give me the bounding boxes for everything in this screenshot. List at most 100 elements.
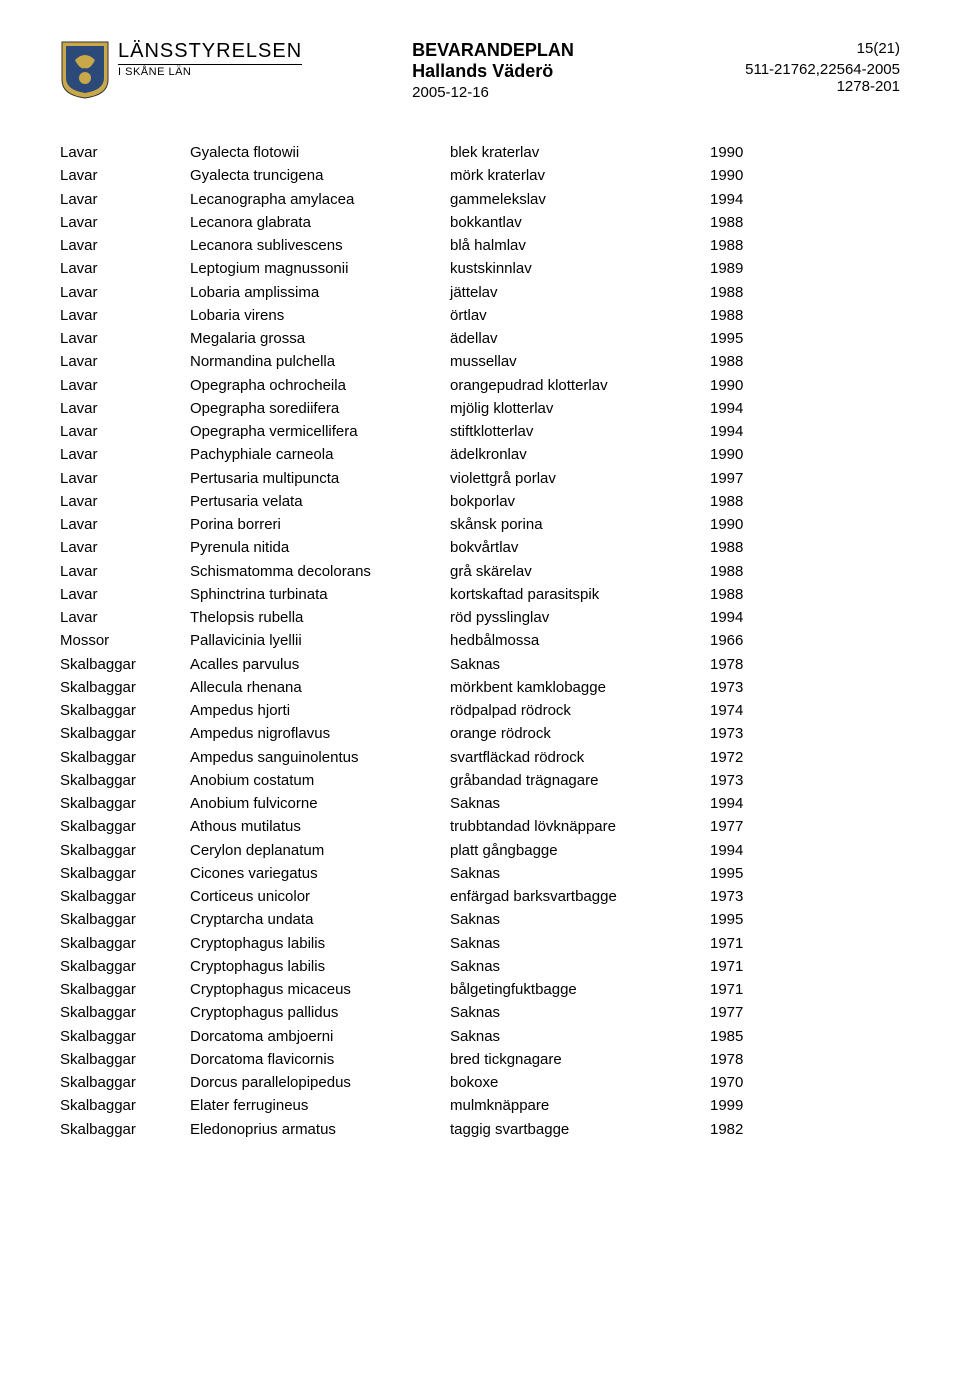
cell-group: Lavar	[60, 606, 190, 629]
table-row: SkalbaggarAllecula rhenanamörkbent kamkl…	[60, 676, 900, 699]
cell-swedish: ädellav	[450, 327, 710, 350]
cell-swedish: bokvårtlav	[450, 536, 710, 559]
cell-group: Skalbaggar	[60, 653, 190, 676]
cell-scientific: Pachyphiale carneola	[190, 443, 450, 466]
cell-scientific: Pallavicinia lyellii	[190, 629, 450, 652]
cell-year: 1994	[710, 606, 770, 629]
cell-swedish: bokoxe	[450, 1071, 710, 1094]
cell-group: Skalbaggar	[60, 1094, 190, 1117]
cell-scientific: Athous mutilatus	[190, 815, 450, 838]
cell-scientific: Cryptophagus labilis	[190, 932, 450, 955]
doc-title: BEVARANDEPLAN	[412, 40, 745, 61]
cell-scientific: Sphinctrina turbinata	[190, 583, 450, 606]
cell-scientific: Acalles parvulus	[190, 653, 450, 676]
table-row: LavarPertusaria velatabokporlav1988	[60, 490, 900, 513]
cell-scientific: Pertusaria velata	[190, 490, 450, 513]
cell-scientific: Dorcatoma ambjoerni	[190, 1025, 450, 1048]
table-row: LavarGyalecta truncigenamörk kraterlav19…	[60, 164, 900, 187]
cell-swedish: bred tickgnagare	[450, 1048, 710, 1071]
cell-swedish: grå skärelav	[450, 560, 710, 583]
org-name: LÄNSSTYRELSEN	[118, 40, 302, 63]
cell-swedish: bokporlav	[450, 490, 710, 513]
cell-swedish: bålgetingfuktbagge	[450, 978, 710, 1001]
cell-year: 1978	[710, 653, 770, 676]
cell-year: 1971	[710, 978, 770, 1001]
cell-year: 1989	[710, 257, 770, 280]
table-row: LavarNormandina pulchellamussellav1988	[60, 350, 900, 373]
cell-year: 1994	[710, 792, 770, 815]
cell-year: 1988	[710, 350, 770, 373]
cell-year: 1990	[710, 164, 770, 187]
cell-scientific: Cryptophagus labilis	[190, 955, 450, 978]
doc-date: 2005-12-16	[412, 84, 745, 101]
cell-group: Lavar	[60, 583, 190, 606]
cell-swedish: mörk kraterlav	[450, 164, 710, 187]
cell-swedish: Saknas	[450, 955, 710, 978]
table-row: LavarLobaria amplissimajättelav1988	[60, 281, 900, 304]
table-row: SkalbaggarCryptarcha undataSaknas1995	[60, 908, 900, 931]
cell-scientific: Opegrapha vermicellifera	[190, 420, 450, 443]
cell-scientific: Lecanora sublivescens	[190, 234, 450, 257]
cell-year: 1971	[710, 955, 770, 978]
cell-swedish: taggig svartbagge	[450, 1118, 710, 1141]
cell-scientific: Cryptophagus micaceus	[190, 978, 450, 1001]
cell-year: 1966	[710, 629, 770, 652]
table-row: SkalbaggarCryptophagus pallidusSaknas197…	[60, 1001, 900, 1024]
cell-year: 1982	[710, 1118, 770, 1141]
cell-year: 1988	[710, 281, 770, 304]
table-row: MossorPallavicinia lyelliihedbålmossa196…	[60, 629, 900, 652]
cell-group: Skalbaggar	[60, 978, 190, 1001]
cell-scientific: Elater ferrugineus	[190, 1094, 450, 1117]
cell-group: Skalbaggar	[60, 722, 190, 745]
cell-year: 1973	[710, 885, 770, 908]
cell-scientific: Lobaria amplissima	[190, 281, 450, 304]
cell-group: Skalbaggar	[60, 1001, 190, 1024]
cell-swedish: skånsk porina	[450, 513, 710, 536]
cell-year: 1977	[710, 1001, 770, 1024]
cell-group: Skalbaggar	[60, 1118, 190, 1141]
cell-group: Lavar	[60, 257, 190, 280]
cell-group: Lavar	[60, 397, 190, 420]
cell-group: Skalbaggar	[60, 932, 190, 955]
table-row: LavarPyrenula nitidabokvårtlav1988	[60, 536, 900, 559]
cell-group: Lavar	[60, 281, 190, 304]
table-row: LavarPertusaria multipunctaviolettgrå po…	[60, 467, 900, 490]
cell-swedish: blek kraterlav	[450, 141, 710, 164]
cell-group: Skalbaggar	[60, 792, 190, 815]
cell-group: Lavar	[60, 513, 190, 536]
cell-year: 1994	[710, 188, 770, 211]
doc-subtitle: Hallands Väderö	[412, 61, 745, 82]
table-row: SkalbaggarCorticeus unicolorenfärgad bar…	[60, 885, 900, 908]
cell-scientific: Gyalecta flotowii	[190, 141, 450, 164]
table-row: LavarPorina borreriskånsk porina1990	[60, 513, 900, 536]
cell-scientific: Cryptarcha undata	[190, 908, 450, 931]
table-row: LavarOpegrapha sorediiferamjölig klotter…	[60, 397, 900, 420]
cell-year: 1978	[710, 1048, 770, 1071]
cell-swedish: Saknas	[450, 1001, 710, 1024]
cell-swedish: svartfläckad rödrock	[450, 746, 710, 769]
cell-year: 1990	[710, 374, 770, 397]
cell-group: Skalbaggar	[60, 769, 190, 792]
table-row: SkalbaggarAnobium costatumgråbandad träg…	[60, 769, 900, 792]
cell-scientific: Normandina pulchella	[190, 350, 450, 373]
cell-group: Skalbaggar	[60, 699, 190, 722]
table-row: LavarSchismatomma decoloransgrå skärelav…	[60, 560, 900, 583]
cell-group: Lavar	[60, 536, 190, 559]
table-row: SkalbaggarCryptophagus labilisSaknas1971	[60, 955, 900, 978]
cell-year: 1970	[710, 1071, 770, 1094]
cell-year: 1994	[710, 839, 770, 862]
cell-swedish: orange rödrock	[450, 722, 710, 745]
cell-year: 1972	[710, 746, 770, 769]
table-row: LavarPachyphiale carneolaädelkronlav1990	[60, 443, 900, 466]
doc-ref-2: 1278-201	[745, 78, 900, 95]
cell-year: 1971	[710, 932, 770, 955]
table-row: SkalbaggarAmpedus hjortirödpalpad rödroc…	[60, 699, 900, 722]
cell-year: 1985	[710, 1025, 770, 1048]
cell-group: Skalbaggar	[60, 746, 190, 769]
cell-group: Lavar	[60, 211, 190, 234]
cell-swedish: orangepudrad klotterlav	[450, 374, 710, 397]
cell-swedish: blå halmlav	[450, 234, 710, 257]
cell-year: 1995	[710, 908, 770, 931]
cell-group: Lavar	[60, 234, 190, 257]
cell-scientific: Ampedus hjorti	[190, 699, 450, 722]
